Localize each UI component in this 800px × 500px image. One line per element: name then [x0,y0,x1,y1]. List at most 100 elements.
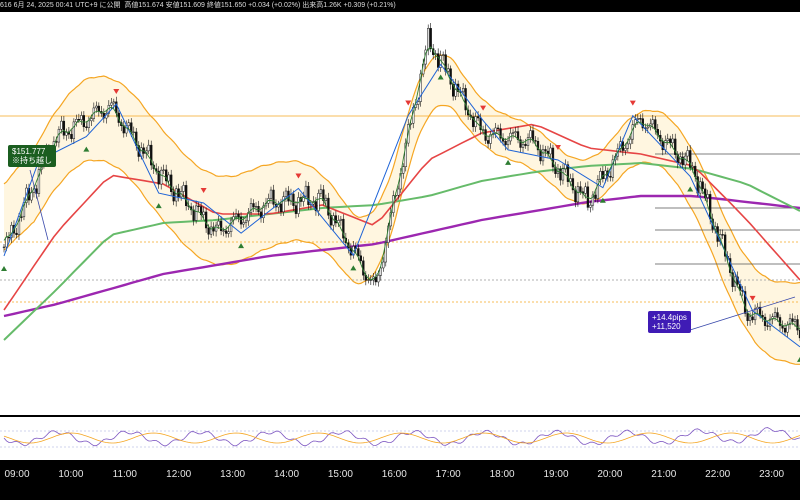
bollinger-upper-line [3,54,800,284]
candle-down [294,205,298,214]
swing-low-marker [687,186,694,192]
low-value: 安値151.609 [165,2,205,9]
candle-down [731,272,734,287]
candle-down [639,118,642,120]
candle-down [579,186,582,192]
candle-down [783,327,787,333]
candle-down [292,193,295,206]
candle-up [786,324,789,333]
candle-down [327,197,330,216]
swing-low-marker [83,146,90,152]
candle-down [531,130,535,141]
fast-ma-line [3,46,800,330]
candle-down [239,216,243,225]
candle-up [339,218,343,221]
chart-header: 616 6月 24, 2025 00:41 UTC+9 に公開 高値151.67… [0,0,800,12]
candle-up [611,159,615,178]
candle-up [194,205,198,221]
candle-down [524,143,527,146]
candle-down [763,316,767,326]
candle-down [170,174,173,192]
candle-up [317,193,320,212]
oscillator-panel[interactable] [0,417,800,460]
candle-down [609,176,612,178]
swing-high-marker [480,105,487,111]
time-tick-label: 13:00 [220,469,246,480]
time-axis: 09:00 10:00 11:00 12:00 13:00 14:00 15:00 16:00… [0,460,800,500]
candle-up [631,124,634,140]
candle-up [202,211,205,216]
candle-up [127,122,130,127]
candle-down [224,230,228,234]
candle-up [95,105,98,109]
candle-up [60,120,63,130]
swing-high-marker [405,100,412,106]
candle-up [624,148,627,151]
candle-up [402,166,405,174]
candle-up [217,220,220,226]
price-chart[interactable] [0,12,800,415]
candle-up [75,118,78,123]
candle-up [626,143,629,149]
close-value: 終値151.650 [206,2,247,9]
candle-up [162,169,165,171]
candle-down [701,181,704,190]
candle-up [561,168,565,181]
candle-up [17,216,21,235]
candle-down [544,149,547,152]
swing-high-marker [200,187,207,193]
candle-up [584,186,587,194]
swing-low-marker [1,266,7,271]
candle-up [706,194,709,198]
candle-up [447,68,450,72]
candle-down [70,134,73,139]
candle-up [214,224,218,232]
candle-down [257,206,260,213]
candle-down [77,118,81,121]
candle-down [796,319,799,331]
swing-low-marker [797,356,800,362]
time-tick-label: 11:00 [112,469,137,480]
chart-date: 6月 24, 2025 00:41 UTC+9 に公開 [13,2,121,9]
pips-callout: +14.4pips +11,520 [648,311,691,333]
candle-down [519,139,522,148]
swing-low-marker [155,203,162,209]
candle-up [209,226,213,235]
candle-down [165,169,168,182]
candle-up [182,185,185,192]
candle-down [669,138,672,144]
candle-down [766,325,769,327]
candle-up [37,169,41,194]
candle-up [684,155,687,166]
candle-down [476,116,480,119]
time-tick-label: 16:00 [381,469,407,480]
candle-up [269,189,273,199]
candle-down [252,203,255,208]
candle-up [646,126,649,129]
candle-up [771,316,774,320]
candle-up [686,150,689,157]
candle-down [654,119,657,130]
ema-short-line [3,123,800,311]
candle-down [192,209,195,221]
swing-high-marker [113,89,120,95]
candle-up [304,185,308,197]
high-value: 高値151.674 [124,2,164,9]
time-tick-label: 22:00 [705,469,731,480]
swing-low-marker [599,197,606,203]
time-tick-label: 21:00 [651,469,677,480]
swing-low-marker [437,74,444,80]
candle-up [748,316,752,321]
time-tick-label: 18:00 [489,469,515,480]
volume-change: +0.309 (+0.21%) [343,2,396,9]
swing-high-marker [629,100,636,106]
change-value: +0.034 (+0.02%) [248,2,301,9]
candle-up [90,118,93,122]
candle-down [322,189,325,201]
candle-up [427,28,430,51]
candle-up [596,179,600,199]
candle-up [521,143,525,148]
candle-up [489,134,492,144]
candle-up [254,206,258,208]
candle-up [234,213,238,217]
